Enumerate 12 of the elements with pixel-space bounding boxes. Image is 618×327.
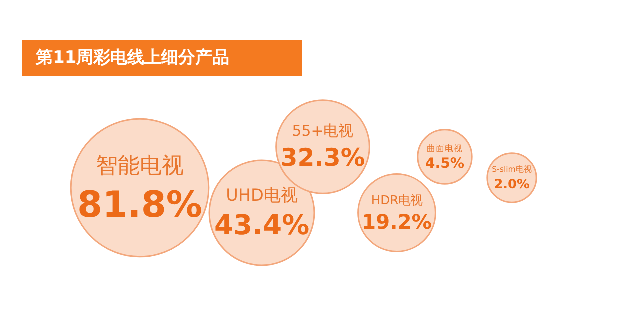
- data-label: 32.3%: [280, 143, 366, 172]
- data-label: 4.5%: [425, 156, 465, 172]
- category-label: UHD电视: [226, 185, 298, 206]
- category-label: 智能电视: [96, 154, 184, 179]
- category-label: 曲面电视: [427, 143, 463, 154]
- data-label: 19.2%: [362, 210, 432, 234]
- data-label: 2.0%: [494, 177, 530, 192]
- category-label: 55+电视: [292, 122, 354, 140]
- data-label: 43.4%: [214, 210, 310, 242]
- text: 第11周彩电线上细分产品: [22, 40, 302, 76]
- category-label: HDR电视: [371, 194, 423, 208]
- data-label: 81.8%: [78, 185, 202, 226]
